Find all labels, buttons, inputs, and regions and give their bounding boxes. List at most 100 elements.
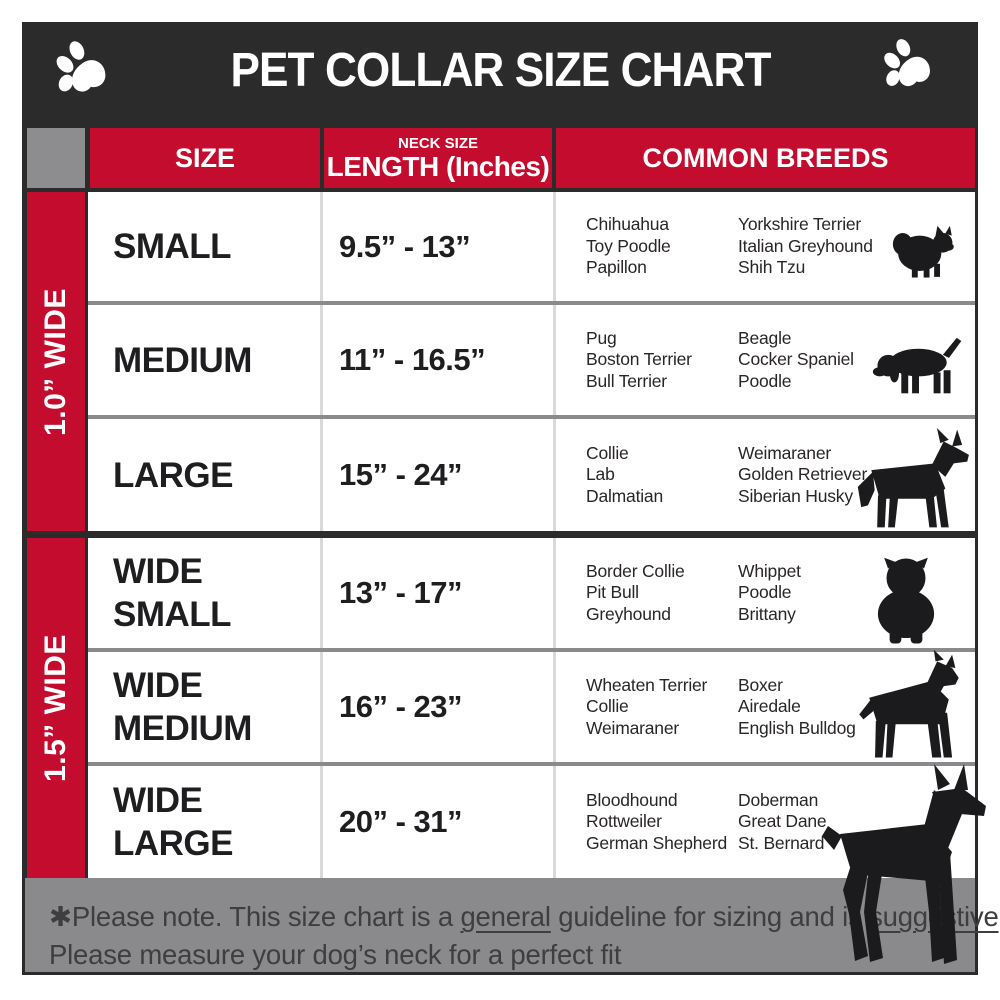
neck-range-value: 15” - 24”: [339, 457, 463, 492]
breed-item: Golden Retriever: [738, 464, 868, 485]
size-label: LARGE: [113, 419, 234, 531]
breed-item: Airedale: [738, 696, 801, 717]
breed-item: Greyhound: [586, 603, 671, 624]
breed-item: Boxer: [738, 674, 783, 695]
breed-item: German Shepherd: [586, 832, 727, 853]
size-label-line: WIDE: [113, 666, 203, 705]
size-label-line: WIDE: [113, 781, 203, 820]
size-label: WIDE SMALL: [113, 538, 232, 648]
column-divider: [553, 305, 556, 415]
breeds-list-b: Beagle Cocker Spaniel Poodle: [738, 305, 888, 415]
breeds-list-a: Pug Boston Terrier Bull Terrier: [586, 305, 736, 415]
shepherd-dog-icon: [857, 428, 969, 528]
size-label-line: LARGE: [113, 455, 234, 495]
column-header-breeds: COMMON BREEDS: [556, 128, 975, 188]
column-header-size-label: SIZE: [174, 142, 235, 173]
column-divider: [553, 766, 556, 878]
size-label: WIDE LARGE: [113, 766, 234, 878]
breed-item: Chihuahua: [586, 214, 669, 235]
breed-item: Boston Terrier: [586, 349, 692, 370]
breed-item: Beagle: [738, 327, 792, 348]
row-separator: [88, 762, 975, 766]
breed-item: Whippet: [738, 560, 801, 581]
breed-item: Pit Bull: [586, 582, 639, 603]
breed-item: Bloodhound: [586, 789, 678, 810]
paw-icon: [56, 41, 106, 92]
neck-range: 20” - 31”: [339, 766, 463, 878]
table-row-wide-large: WIDE LARGE 20” - 31” Bloodhound Rottweil…: [88, 766, 975, 878]
neck-range: 13” - 17”: [339, 538, 463, 648]
breeds-list-b: Doberman Great Dane St. Bernard: [738, 766, 888, 878]
doberman-dog-icon: [822, 764, 986, 964]
neck-range-value: 20” - 31”: [339, 804, 463, 839]
beagle-dog-icon: [872, 337, 962, 394]
breed-item: Border Collie: [586, 560, 685, 581]
breed-item: Collie: [586, 696, 629, 717]
footer-text: Please note. This size chart is a: [71, 901, 461, 932]
footer-note: ✱Please note. This size chart is a gener…: [25, 878, 999, 972]
breed-item: Poodle: [738, 582, 792, 603]
breed-item: Lab: [586, 464, 615, 485]
footer-line-2: Please measure your dog’s neck for a per…: [49, 939, 622, 970]
breed-item: Weimaraner: [586, 717, 679, 738]
table-row-wide-small: WIDE SMALL 13” - 17” Border Collie Pit B…: [88, 538, 975, 648]
column-header-neck-main-label: LENGTH (Inches): [326, 151, 550, 182]
breed-item: Bull Terrier: [586, 370, 667, 391]
bulldog-dog-icon: [877, 557, 935, 644]
column-divider: [553, 419, 556, 531]
size-label-line: SMALL: [113, 595, 232, 634]
column-divider: [320, 652, 323, 762]
group-bar-label: 1.5” WIDE: [39, 634, 72, 782]
column-divider: [553, 538, 556, 648]
breed-item: Siberian Husky: [738, 485, 853, 506]
column-divider: [320, 192, 323, 301]
breeds-list-b: Yorkshire Terrier Italian Greyhound Shih…: [738, 192, 888, 301]
breeds-list-b: Boxer Airedale English Bulldog: [738, 652, 888, 762]
column-divider: [553, 192, 556, 301]
column-header-size: SIZE: [90, 128, 320, 188]
breed-item: Weimaraner: [738, 442, 831, 463]
table-row-medium: MEDIUM 11” - 16.5” Pug Boston Terrier Bu…: [88, 305, 975, 415]
breeds-list-a: Bloodhound Rottweiler German Shepherd: [586, 766, 736, 878]
breed-item: Pug: [586, 327, 617, 348]
breed-item: Italian Greyhound: [738, 235, 873, 256]
breed-item: Brittany: [738, 603, 796, 624]
breed-item: Yorkshire Terrier: [738, 214, 862, 235]
size-label-line: MEDIUM: [113, 709, 252, 748]
breed-item: Great Dane: [738, 811, 827, 832]
column-header-breeds-label: COMMON BREEDS: [642, 142, 889, 173]
breed-item: Cocker Spaniel: [738, 349, 854, 370]
column-header-neck-sub-label: NECK SIZE: [397, 135, 478, 152]
breeds-list-a: Collie Lab Dalmatian: [586, 419, 736, 531]
neck-range: 16” - 23”: [339, 652, 463, 762]
breed-item: English Bulldog: [738, 717, 856, 738]
neck-range: 15” - 24”: [339, 419, 463, 531]
pomeranian-dog-icon: [892, 225, 954, 278]
breed-item: Collie: [586, 442, 629, 463]
column-divider: [320, 305, 323, 415]
table-row-large: LARGE 15” - 24” Collie Lab Dalmatian Wei…: [88, 419, 975, 531]
size-label: MEDIUM: [113, 305, 252, 415]
pitbull-dog-icon: [859, 649, 959, 758]
footer-line-1: ✱Please note. This size chart is a gener…: [49, 898, 999, 936]
chart-board: PET COLLAR SIZE CHART SIZE NECK SIZE LEN…: [22, 22, 999, 975]
table-row-wide-medium: WIDE MEDIUM 16” - 23” Wheaten Terrier Co…: [88, 649, 975, 762]
group-bar-1-inch-wide: 1.0” WIDE: [27, 192, 85, 531]
breeds-list-a: Chihuahua Toy Poodle Papillon: [586, 192, 736, 301]
size-label: SMALL: [113, 192, 232, 301]
breed-item: St. Bernard: [738, 832, 825, 853]
chart-header: PET COLLAR SIZE CHART: [22, 22, 978, 118]
column-divider: [320, 538, 323, 648]
size-label-line: WIDE: [113, 552, 203, 591]
size-label-line: MEDIUM: [113, 340, 252, 380]
breed-item: Papillon: [586, 257, 647, 278]
size-label-line: LARGE: [113, 824, 234, 863]
breed-item: Toy Poodle: [586, 235, 671, 256]
breeds-list-a: Border Collie Pit Bull Greyhound: [586, 538, 736, 648]
column-divider: [320, 419, 323, 531]
row-separator: [88, 415, 975, 419]
breed-item: Rottweiler: [586, 811, 662, 832]
breed-item: Dalmatian: [586, 485, 663, 506]
table-row-small: SMALL 9.5” - 13” Chihuahua Toy Poodle Pa…: [88, 192, 975, 301]
